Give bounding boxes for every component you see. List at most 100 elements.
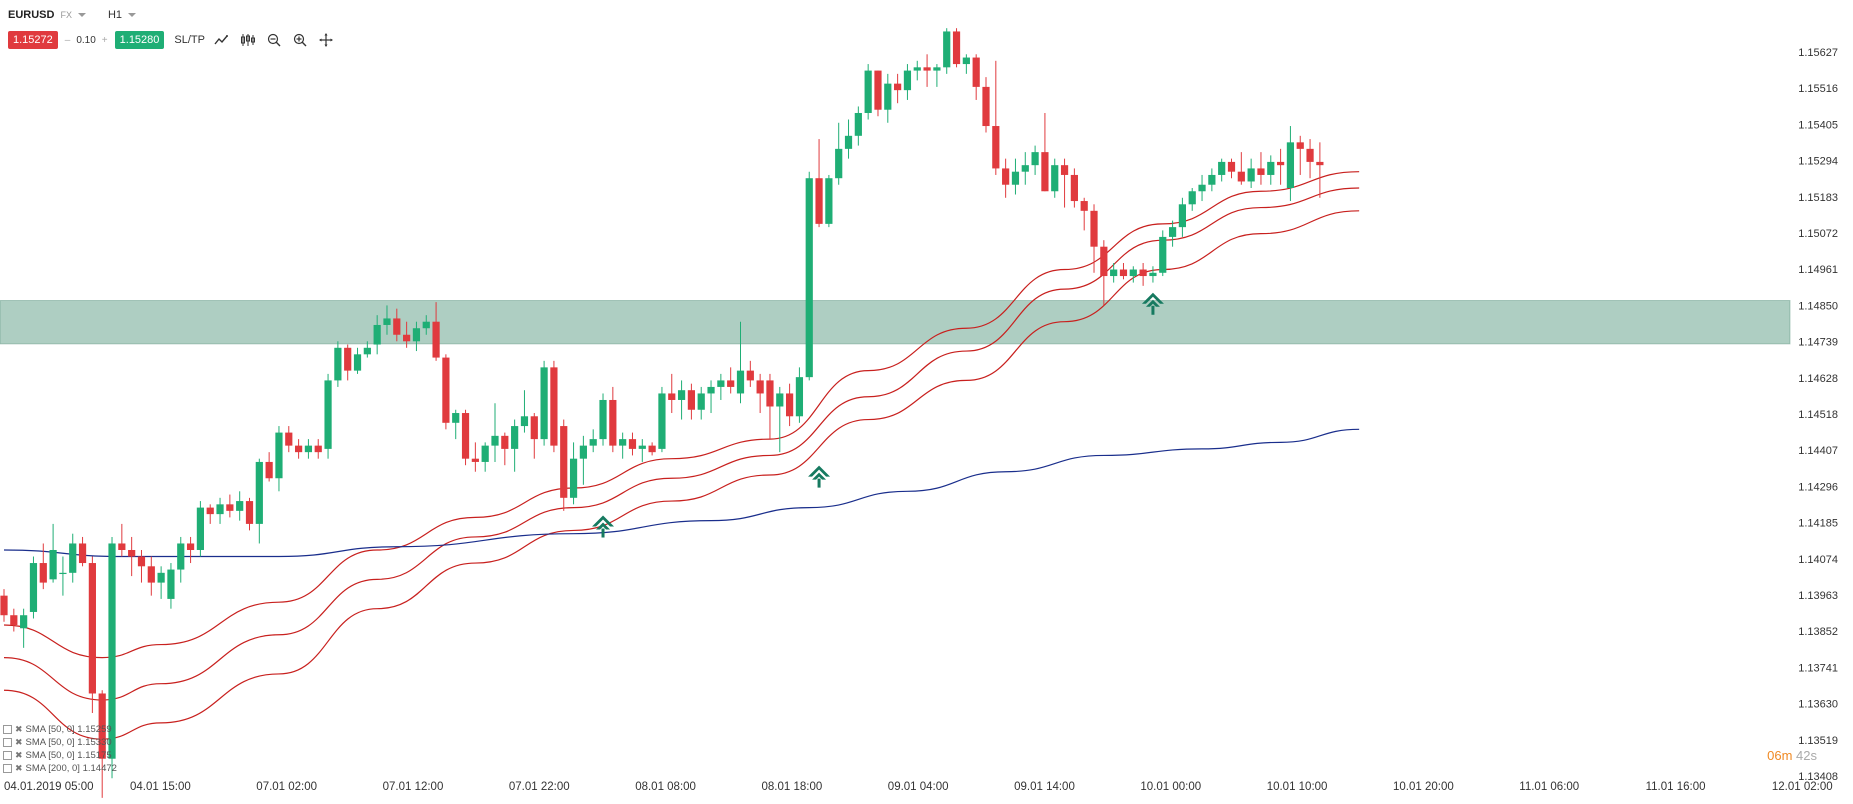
candle-body: [952, 31, 961, 65]
candle-body: [226, 504, 234, 511]
candle: [1267, 155, 1275, 185]
close-icon[interactable]: ✖: [15, 737, 23, 747]
candle: [471, 442, 479, 472]
settings-icon[interactable]: [3, 764, 12, 773]
candle-body: [147, 566, 155, 583]
candle: [952, 28, 961, 68]
candle-body: [736, 370, 745, 394]
candle-body: [943, 31, 951, 68]
crosshair-icon[interactable]: [317, 32, 335, 48]
candle: [1011, 158, 1020, 195]
indicator-item[interactable]: ✖ SMA [50, 0] 1.15259: [3, 723, 117, 736]
settings-icon[interactable]: [3, 738, 12, 747]
candle-body: [29, 563, 38, 612]
candle-body: [255, 461, 263, 524]
candle-body: [157, 572, 165, 583]
candle: [1296, 135, 1304, 175]
chevron-down-icon[interactable]: [128, 13, 137, 17]
candle: [854, 106, 862, 146]
candle: [1227, 158, 1236, 179]
signal-stem: [817, 478, 821, 488]
close-icon[interactable]: ✖: [15, 763, 23, 773]
candle: [677, 380, 686, 420]
candle: [736, 321, 745, 404]
sell-button[interactable]: 1.15272: [8, 31, 58, 49]
candle: [903, 64, 912, 100]
candle-body: [894, 83, 902, 91]
chevron-down-icon[interactable]: [77, 13, 86, 17]
candle: [835, 122, 843, 185]
candle: [1002, 158, 1010, 198]
time-tick-label: 08.01 18:00: [762, 781, 823, 793]
indicator-item[interactable]: ✖ SMA [50, 0] 1.15175: [3, 749, 117, 762]
candle: [1198, 174, 1206, 202]
candle-body: [825, 178, 833, 224]
candle-body: [334, 347, 342, 381]
indicator-item[interactable]: ✖ SMA [200, 0] 1.14472: [3, 762, 117, 775]
time-axis[interactable]: 04.01.2019 05:00 04.01 15:00 07.01 02:00 07…: [4, 781, 1833, 793]
candles-icon[interactable]: [239, 32, 257, 48]
line-chart-icon[interactable]: [213, 32, 231, 48]
candle: [383, 305, 391, 335]
candle-body: [344, 347, 352, 371]
candle-body: [1159, 236, 1167, 273]
price-axis[interactable]: 1.15627 1.15516 1.15405 1.15294 1.15183 1.150…: [1798, 47, 1838, 783]
candle: [373, 315, 381, 355]
candle-body: [412, 328, 421, 342]
timeframe-label[interactable]: H1: [107, 9, 123, 21]
close-icon[interactable]: ✖: [15, 750, 23, 760]
candle: [579, 435, 587, 485]
candle: [1080, 197, 1088, 231]
symbol-name[interactable]: EURUSD: [8, 9, 55, 21]
candle-body: [746, 370, 754, 381]
candle-body: [569, 458, 578, 498]
candle-body: [1119, 269, 1128, 277]
time-tick-label: 10.01 00:00: [1140, 781, 1201, 793]
candle-body: [903, 70, 912, 91]
zoom-in-icon[interactable]: [291, 32, 309, 48]
candle-body: [1031, 152, 1039, 166]
candle: [795, 367, 804, 423]
candle-body: [0, 595, 8, 616]
candle-body: [88, 563, 96, 694]
sltp-button[interactable]: SL/TP: [174, 34, 205, 46]
candle: [933, 64, 941, 87]
candle-body: [786, 393, 794, 417]
candle: [393, 308, 401, 342]
candle-body: [471, 458, 479, 462]
candle: [530, 413, 538, 459]
candle: [727, 367, 735, 394]
lot-size-value[interactable]: 0.10: [76, 34, 96, 46]
candle: [776, 386, 784, 453]
candle-body: [658, 393, 666, 449]
indicator-item[interactable]: ✖ SMA [50, 0] 1.15330: [3, 736, 117, 749]
candle-body: [363, 347, 371, 355]
lot-stepper[interactable]: – 0.10 +: [62, 35, 111, 46]
candle-body: [393, 318, 401, 335]
settings-icon[interactable]: [3, 725, 12, 734]
price-tick-label: 1.15627: [1798, 47, 1838, 59]
lot-plus-button[interactable]: +: [101, 34, 108, 46]
candle-body: [285, 432, 293, 446]
candle: [894, 73, 902, 104]
buy-button[interactable]: 1.15280: [114, 31, 165, 49]
candle-body: [422, 321, 430, 329]
candle-body: [20, 615, 28, 629]
zoom-out-icon[interactable]: [265, 32, 283, 48]
settings-icon[interactable]: [3, 751, 12, 760]
candle-body: [1149, 272, 1157, 277]
indicator-label: SMA [50, 0] 1.15259: [25, 724, 112, 735]
candle: [1188, 187, 1196, 211]
candle-body: [962, 57, 970, 65]
candle: [1247, 158, 1255, 188]
candle-body: [442, 357, 450, 423]
price-tick-label: 1.13519: [1798, 735, 1838, 747]
close-icon[interactable]: ✖: [15, 724, 23, 734]
candle: [324, 373, 332, 459]
candle-body: [1208, 174, 1216, 185]
candle: [78, 536, 87, 567]
time-tick-label: 12.01 02:00: [1772, 781, 1833, 793]
time-tick-label: 04.01 15:00: [130, 781, 191, 793]
lot-minus-button[interactable]: –: [64, 34, 71, 46]
